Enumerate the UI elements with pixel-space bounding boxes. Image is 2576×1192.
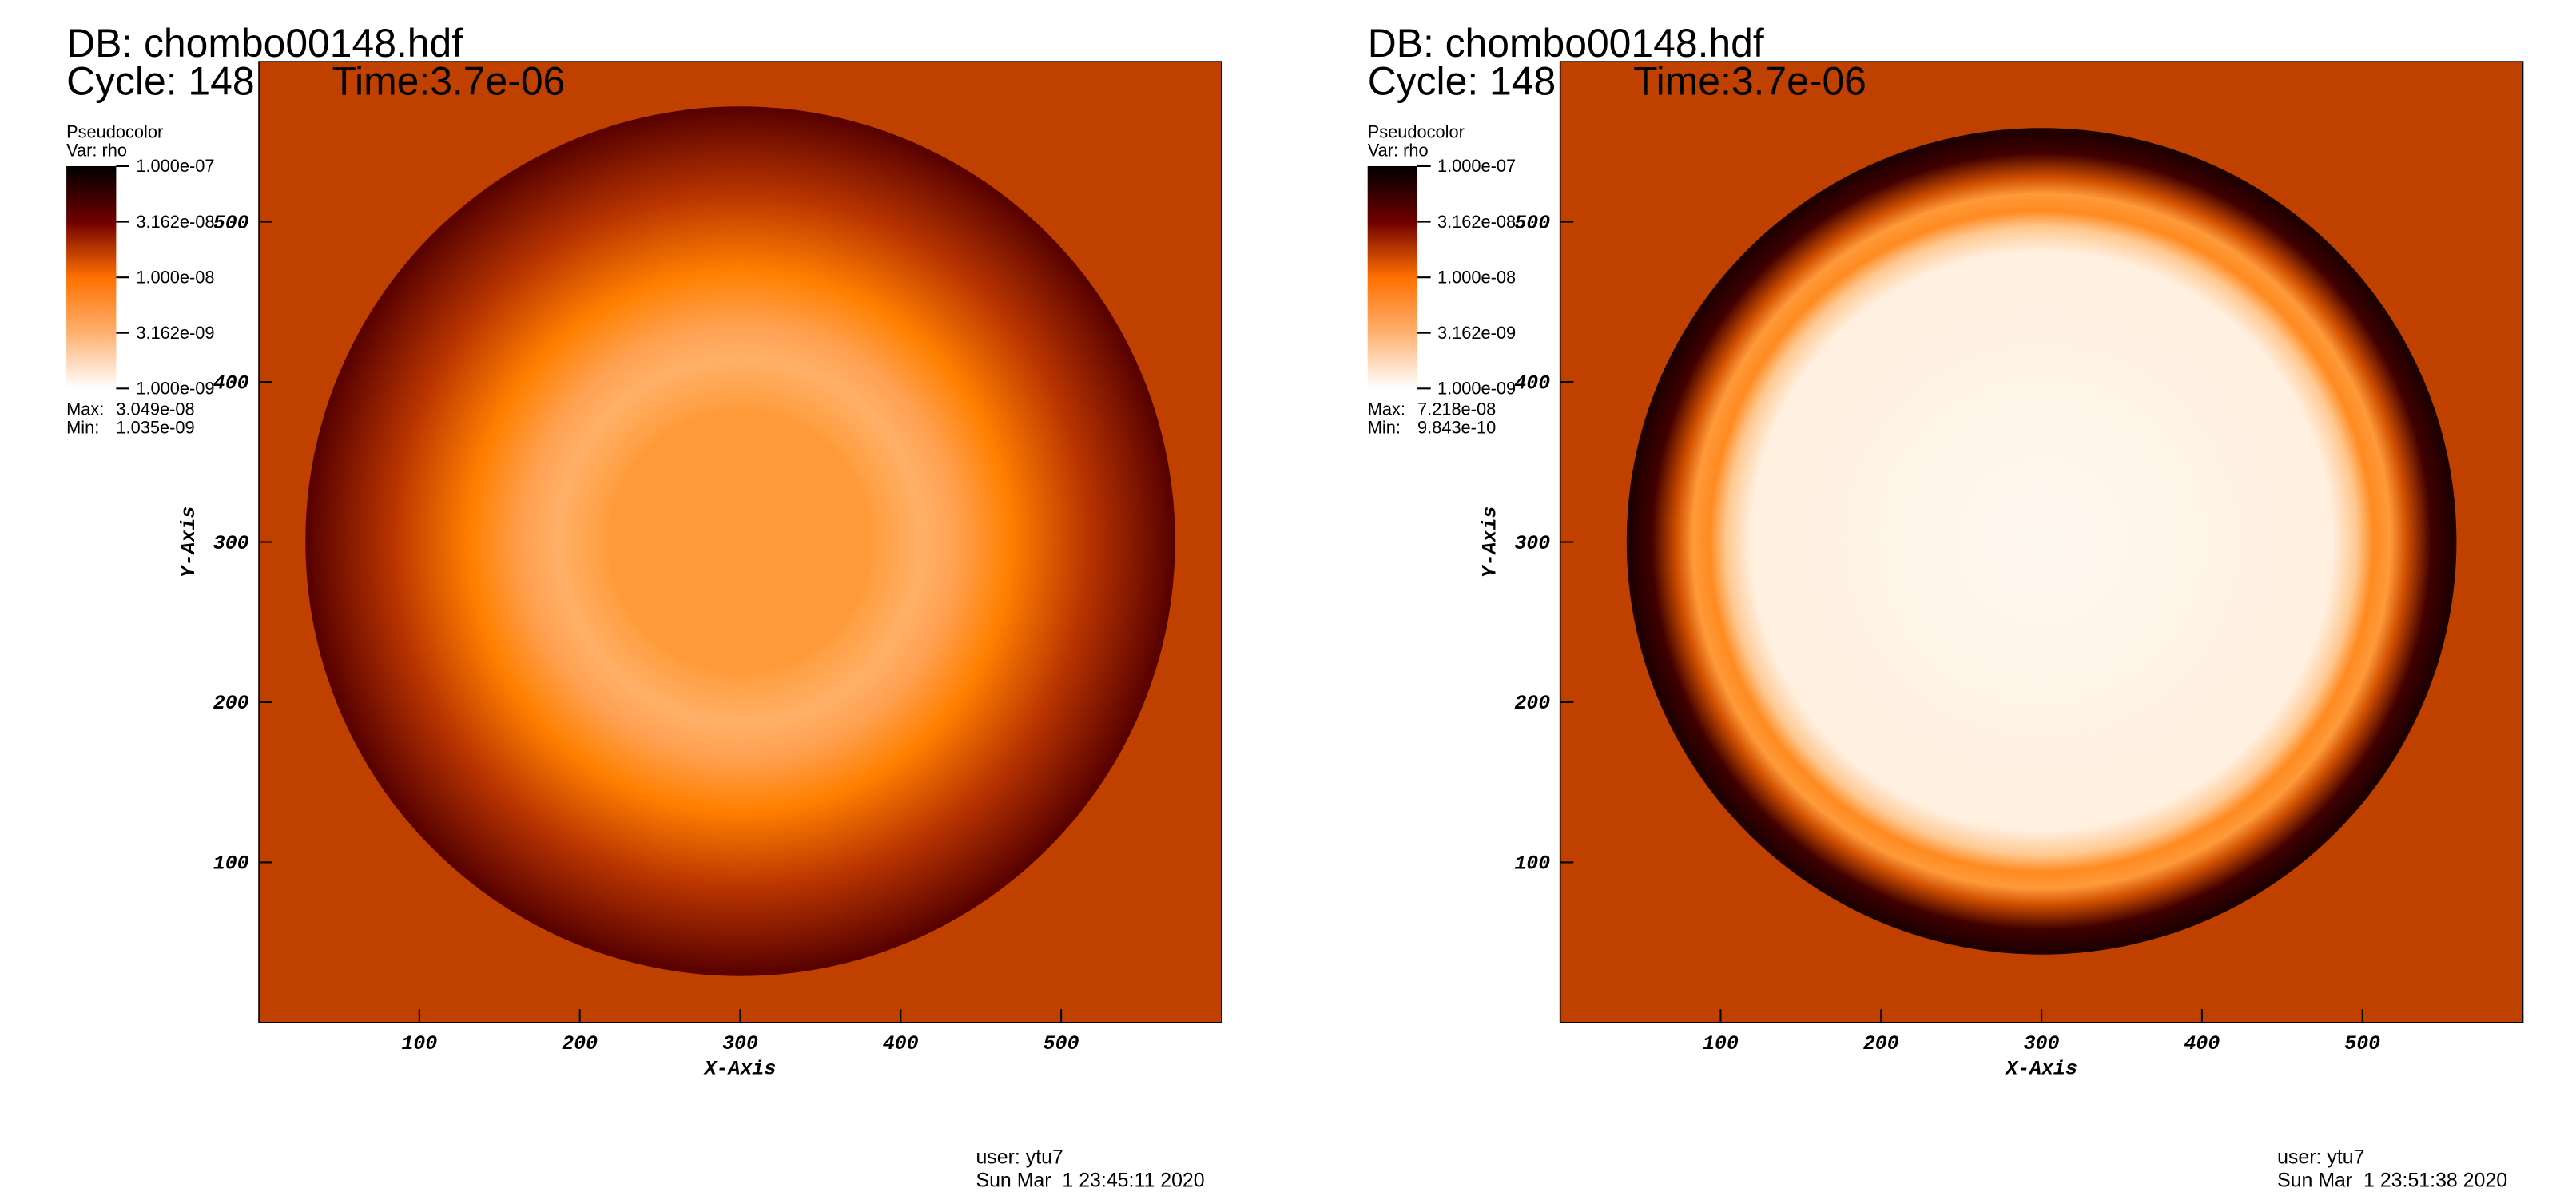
x-tick-label: 500 bbox=[1044, 1033, 1079, 1055]
stat-value: 9.843e-10 bbox=[1417, 417, 1496, 437]
colorbar-label: 3.162e-08 bbox=[1437, 212, 1516, 232]
colorbar-label: 1.000e-07 bbox=[1437, 156, 1516, 176]
y-tick-label: 100 bbox=[213, 853, 249, 876]
x-tick-label: 500 bbox=[2344, 1033, 2380, 1055]
field-1 bbox=[1560, 62, 2523, 1023]
y-tick-label: 200 bbox=[213, 693, 249, 715]
x-tick-label: 300 bbox=[2024, 1033, 2060, 1055]
colorbar-label: 1.000e-08 bbox=[1437, 267, 1516, 287]
stat-label: Min: bbox=[1368, 417, 1401, 437]
colorbar-label: 3.162e-08 bbox=[136, 212, 214, 232]
colorbar-label: 3.162e-09 bbox=[136, 323, 214, 343]
stat-label: Max: bbox=[66, 399, 104, 419]
stat-value: 3.049e-08 bbox=[116, 399, 194, 419]
colorbar-label: 1.000e-08 bbox=[136, 267, 214, 287]
y-tick-label: 300 bbox=[1514, 533, 1550, 555]
x-tick-label: 200 bbox=[1863, 1033, 1899, 1055]
title: DB: chombo00148.hdf bbox=[66, 21, 463, 66]
y-tick-label: 200 bbox=[1514, 693, 1550, 715]
colorbar-label: 1.000e-07 bbox=[136, 156, 214, 176]
x-tick-label: 300 bbox=[722, 1033, 758, 1055]
time: Time:3.7e-06 bbox=[1633, 59, 1866, 104]
user: user: ytu7 bbox=[2277, 1146, 2364, 1168]
x-axis-label: X-Axis bbox=[2004, 1058, 2077, 1080]
date: Sun Mar 1 23:45:11 2020 bbox=[976, 1170, 1204, 1192]
colorbar-label: 1.000e-09 bbox=[1437, 379, 1516, 399]
stat-label: Min: bbox=[66, 417, 99, 437]
time: Time:3.7e-06 bbox=[332, 59, 565, 104]
stat-value: 7.218e-08 bbox=[1417, 399, 1496, 419]
colorbar bbox=[1367, 165, 1418, 389]
variable: Var: rho bbox=[1368, 141, 1429, 161]
legend-title: Pseudocolor bbox=[1368, 122, 1465, 142]
colorbar-label: 1.000e-09 bbox=[136, 379, 214, 399]
user: user: ytu7 bbox=[976, 1146, 1063, 1168]
x-tick-label: 100 bbox=[1703, 1033, 1739, 1055]
date: Sun Mar 1 23:51:38 2020 bbox=[2277, 1170, 2507, 1192]
y-tick-label: 500 bbox=[213, 213, 249, 235]
y-tick-label: 400 bbox=[213, 372, 249, 395]
y-axis-label: Y-Axis bbox=[178, 507, 201, 578]
stat-label: Max: bbox=[1368, 399, 1405, 419]
cycle: Cycle: 148 bbox=[1368, 59, 1556, 104]
field-0 bbox=[259, 62, 1222, 1023]
y-tick-label: 100 bbox=[1514, 853, 1550, 876]
x-tick-label: 100 bbox=[401, 1033, 437, 1055]
colorbar bbox=[66, 165, 117, 389]
x-tick-label: 400 bbox=[2184, 1033, 2220, 1055]
y-axis-label: Y-Axis bbox=[1480, 507, 1502, 578]
legend-title: Pseudocolor bbox=[66, 122, 163, 142]
variable: Var: rho bbox=[66, 141, 127, 161]
x-tick-label: 400 bbox=[883, 1033, 919, 1055]
y-tick-label: 500 bbox=[1514, 213, 1550, 235]
x-axis-label: X-Axis bbox=[703, 1058, 777, 1080]
y-tick-label: 400 bbox=[1514, 372, 1550, 395]
cycle: Cycle: 148 bbox=[66, 59, 255, 104]
title: DB: chombo00148.hdf bbox=[1368, 21, 1764, 66]
y-tick-label: 300 bbox=[213, 533, 249, 555]
x-tick-label: 200 bbox=[562, 1033, 598, 1055]
colorbar-label: 3.162e-09 bbox=[1437, 323, 1516, 343]
stat-value: 1.035e-09 bbox=[116, 417, 194, 437]
